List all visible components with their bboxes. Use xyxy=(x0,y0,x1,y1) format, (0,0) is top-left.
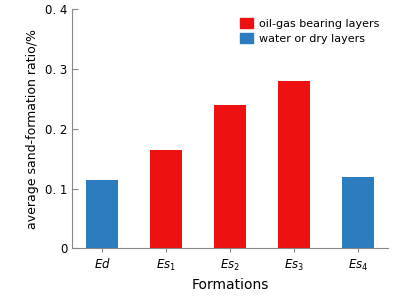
Y-axis label: average sand-formation ratio/%: average sand-formation ratio/% xyxy=(26,29,39,229)
Bar xyxy=(86,180,118,248)
X-axis label: Formations: Formations xyxy=(191,278,269,292)
Bar xyxy=(150,150,182,248)
Bar xyxy=(214,105,246,248)
Bar xyxy=(342,177,374,248)
Legend: oil-gas bearing layers, water or dry layers: oil-gas bearing layers, water or dry lay… xyxy=(236,15,382,47)
Bar xyxy=(278,81,310,248)
